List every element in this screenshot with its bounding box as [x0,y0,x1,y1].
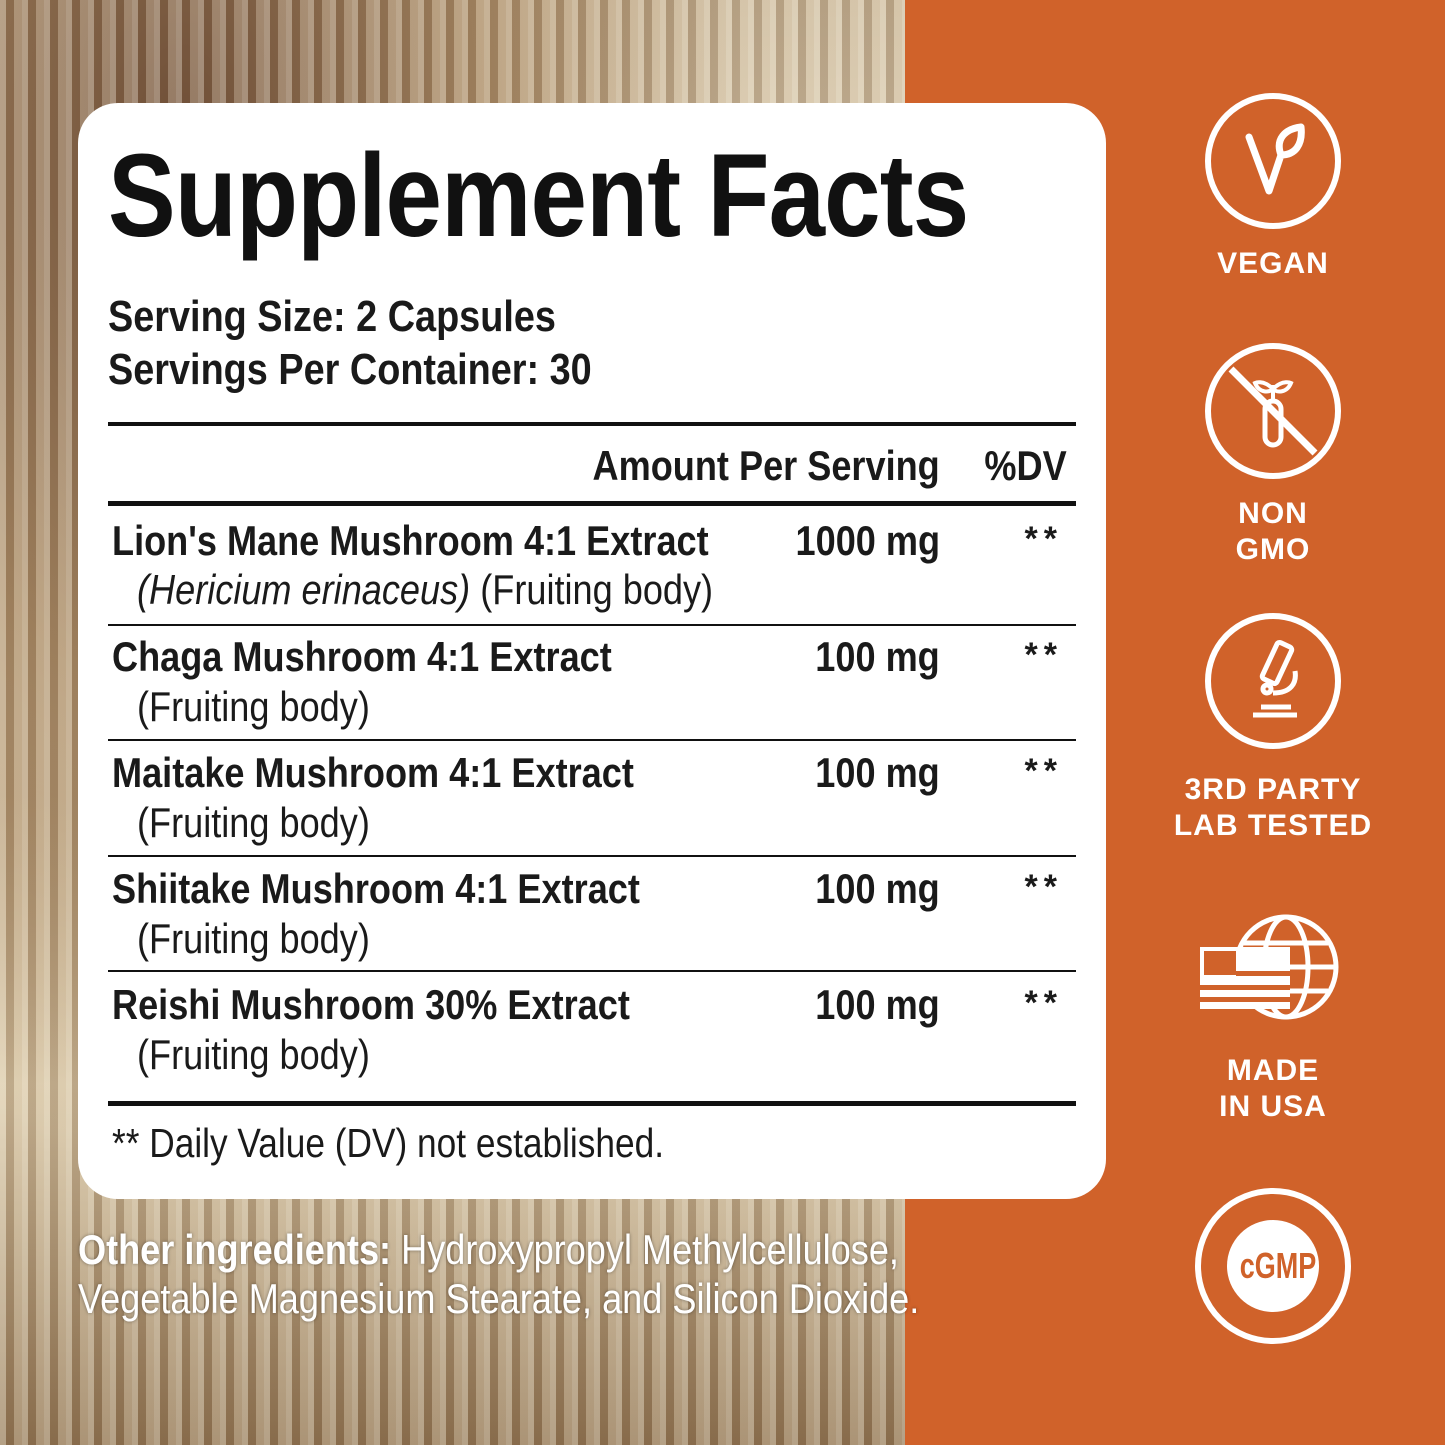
ingredient-source: (Hericium erinaceus) (Fruiting body) [137,566,714,613]
page-title: Supplement Facts [108,130,969,262]
ingredient-source: (Fruiting body) [137,915,370,962]
divider [108,624,1076,626]
ingredient-name: Chaga Mushroom 4:1 Extract [112,633,612,680]
ingredient-amount: 100 mg [815,633,940,680]
ingredient-dv: ** [1024,868,1063,906]
ingredient-dv: ** [1024,636,1063,674]
badge-label: MADE IN USA [1219,1054,1327,1123]
ingredient-dv: ** [1024,520,1063,558]
ingredient-name: Shiitake Mushroom 4:1 Extract [112,865,640,912]
ingredient-amount: 1000 mg [795,517,940,564]
amount-header: Amount Per Serving [592,442,940,489]
cgmp-seal-icon: cGMP [1195,1188,1351,1344]
ingredient-dv: ** [1024,752,1063,790]
other-ingredients-line2: Vegetable Magnesium Stearate, and Silico… [78,1275,920,1322]
servings-per-container: Servings Per Container: 30 [108,345,592,394]
ingredient-name: Maitake Mushroom 4:1 Extract [112,749,634,796]
footnote: ** Daily Value (DV) not established. [112,1120,665,1166]
divider [108,739,1076,741]
other-ingredients: Other ingredients: Hydroxypropyl Methylc… [78,1226,899,1273]
divider [108,855,1076,857]
ingredient-source: (Fruiting body) [137,683,370,730]
divider [108,970,1076,972]
ingredient-source: (Fruiting body) [137,799,370,846]
vegan-leaf-icon [1205,93,1341,229]
badge-label: VEGAN [1217,247,1329,280]
divider [108,1101,1076,1106]
ingredient-name: Lion's Mane Mushroom 4:1 Extract [112,517,709,564]
serving-size: Serving Size: 2 Capsules [108,292,556,341]
microscope-icon [1205,613,1341,749]
badge-label: NON GMO [1235,497,1311,566]
ingredient-amount: 100 mg [815,749,940,796]
ingredient-amount: 100 mg [815,981,940,1028]
badge-label: 3RD PARTY LAB TESTED [1173,773,1373,842]
usa-globe-icon [1198,895,1358,1035]
ingredient-dv: ** [1024,984,1063,1022]
non-gmo-icon [1205,343,1341,479]
ingredient-source: (Fruiting body) [137,1031,370,1078]
supplement-facts-panel [78,103,1106,1199]
ingredient-amount: 100 mg [815,865,940,912]
dv-header: %DV [984,442,1067,489]
ingredient-name: Reishi Mushroom 30% Extract [112,981,630,1028]
divider [108,422,1076,426]
divider [108,501,1076,506]
